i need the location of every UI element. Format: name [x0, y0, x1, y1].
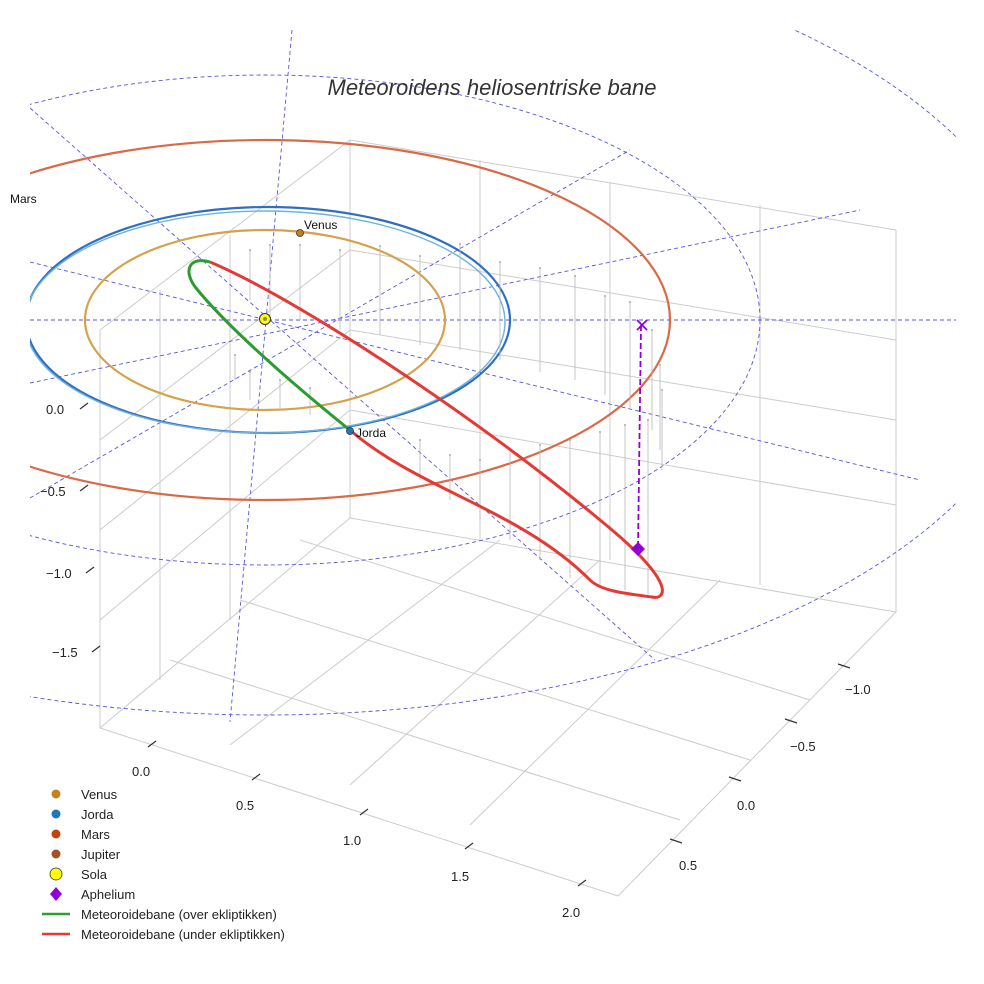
x-tick-label: 1.5: [451, 869, 469, 884]
x-tick-labels: 0.0 0.5 1.0 1.5 2.0: [132, 764, 580, 920]
projection-stem-dot: [599, 431, 601, 433]
mars-orbit: [30, 138, 671, 502]
projection-stem-dot: [234, 354, 236, 356]
legend-marker-earth: [51, 809, 61, 819]
y-tick-labels: −1.0 −0.5 0.0 0.5: [679, 682, 871, 873]
projection-stem-dot: [659, 364, 661, 366]
x-tick-label: 0.0: [132, 764, 150, 779]
projection-stem-dot: [569, 439, 571, 441]
earth-orbit-secondary: [30, 210, 506, 434]
projection-stem-dot: [624, 424, 626, 426]
y-tick-label: −0.5: [790, 739, 816, 754]
x-tick-label: 1.0: [343, 833, 361, 848]
earth-marker: [346, 427, 354, 435]
legend-marker-venus: [51, 789, 61, 799]
projection-stem-dot: [449, 454, 451, 456]
legend-marker-sun: [49, 867, 63, 881]
venus-point-label: Venus: [304, 218, 337, 232]
legend-label: Sola: [81, 867, 108, 882]
axis-ticks: [79, 402, 851, 887]
guide-line: [30, 209, 861, 384]
aphelion-projection-marker: [636, 319, 648, 331]
projection-stem-dot: [459, 243, 461, 245]
legend-label: Meteoroidebane (under ekliptikken): [81, 927, 285, 942]
earth-point-label: Jorda: [356, 426, 386, 440]
guide-line: [30, 149, 631, 499]
y-tick-label: 0.0: [737, 798, 755, 813]
aphelion-marker: [631, 542, 645, 556]
projection-stem-dot: [629, 301, 631, 303]
x-tick-label: 0.5: [236, 798, 254, 813]
projection-stem-dot: [539, 444, 541, 446]
projection-stem-dot: [651, 329, 653, 331]
meteoroid-orbit-below-ecliptic: [209, 260, 664, 599]
meteoroid-orbit-above-ecliptic: [187, 259, 352, 433]
projection-stem-dot: [379, 245, 381, 247]
venus-orbit: [83, 228, 447, 412]
y-tick-label: −1.0: [845, 682, 871, 697]
guide-line: [229, 30, 293, 723]
chart-title: Meteoroidens heliosentriske bane: [328, 75, 657, 100]
y-tick-label: 0.5: [679, 858, 697, 873]
guide-line: [30, 107, 656, 661]
projection-stem-dot: [499, 261, 501, 263]
box-grid: [99, 139, 898, 897]
projection-stem-dot: [249, 371, 251, 373]
projection-stem-dot: [574, 275, 576, 277]
z-tick-label: −0.5: [40, 484, 66, 499]
mars-point-label: Mars: [10, 192, 37, 206]
legend-label: Jupiter: [81, 847, 121, 862]
legend-marker-mars: [51, 829, 61, 839]
projection-stem-dot: [661, 389, 663, 391]
aphelion-projection-line: [637, 324, 642, 550]
z-tick-label: −1.5: [52, 645, 78, 660]
projection-stem-dot: [249, 249, 251, 251]
legend-label: Aphelium: [81, 887, 135, 902]
projection-stem-dot: [419, 255, 421, 257]
projection-stem-dot: [299, 244, 301, 246]
guide-lines: [30, 30, 956, 723]
legend-marker-aphelion: [50, 887, 62, 901]
projection-stem-dot: [309, 387, 311, 389]
z-tick-label: 0.0: [46, 402, 64, 417]
projection-stem-dot: [419, 439, 421, 441]
legend-label: Mars: [81, 827, 110, 842]
legend-label: Meteoroidebane (over ekliptikken): [81, 907, 277, 922]
projection-stem-dot: [539, 267, 541, 269]
legend: Venus Jorda Mars Jupiter Sola Aphelium M…: [42, 787, 285, 942]
projection-stem-dot: [479, 459, 481, 461]
guide-ellipse-outer: [30, 30, 956, 716]
projection-stem-dot: [269, 244, 271, 246]
projection-stem-dot: [604, 295, 606, 297]
projection-stems: [234, 243, 663, 595]
projection-stem-dot: [647, 419, 649, 421]
sun-center-marker: [263, 317, 267, 321]
x-tick-label: 2.0: [562, 905, 580, 920]
projection-stem-dot: [279, 379, 281, 381]
venus-marker: [296, 229, 304, 237]
z-tick-label: −1.0: [46, 566, 72, 581]
legend-label: Venus: [81, 787, 118, 802]
projection-stem-dot: [339, 249, 341, 251]
legend-label: Jorda: [81, 807, 114, 822]
z-tick-labels: 0.0 −0.5 −1.0 −1.5: [40, 402, 78, 660]
legend-marker-jupiter: [51, 849, 61, 859]
guide-line: [30, 261, 921, 481]
